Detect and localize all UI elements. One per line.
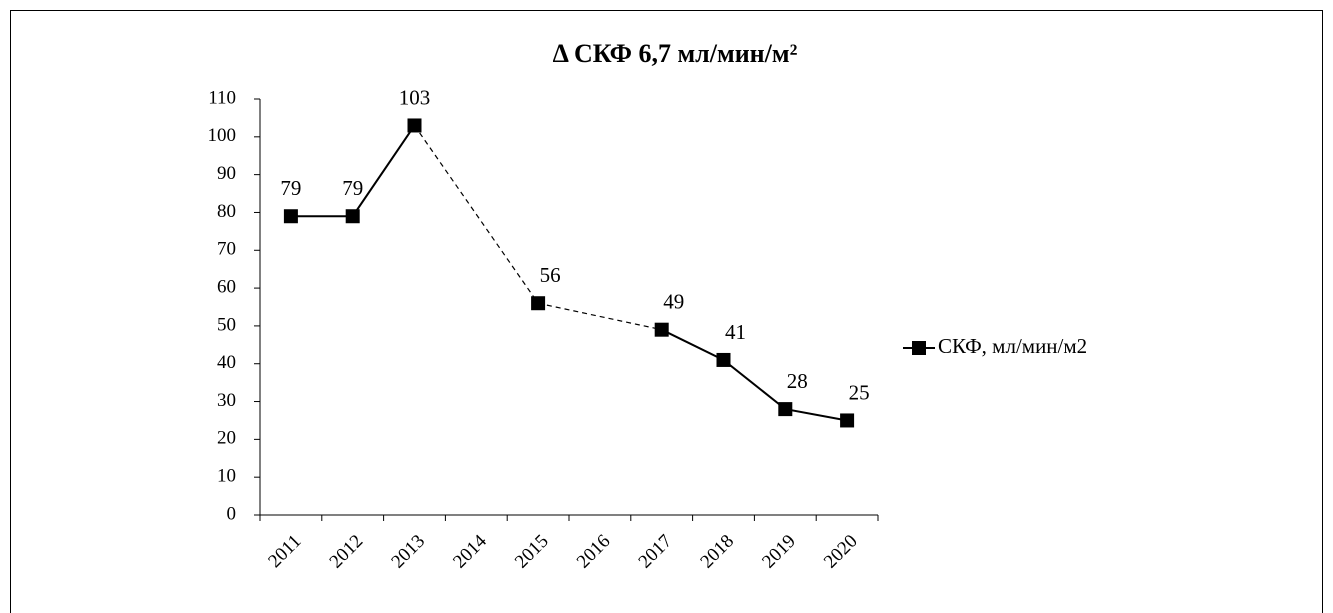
x-tick-label: 2011 — [264, 531, 305, 572]
marker — [283, 209, 298, 224]
gap-connector — [537, 302, 662, 331]
x-tick-label: 2018 — [696, 531, 738, 573]
line — [290, 124, 416, 218]
x-tick-label: 2017 — [635, 531, 677, 573]
data-label: 49 — [663, 290, 684, 314]
marker — [654, 322, 669, 337]
line — [661, 328, 848, 422]
y-tick-label: 20 — [217, 428, 236, 449]
x-tick-label: 2015 — [511, 531, 553, 573]
gap-connector — [414, 125, 539, 304]
y-tick-label: 10 — [217, 466, 236, 487]
marker — [778, 402, 793, 417]
x-tick-label: 2016 — [573, 531, 615, 573]
y-tick-label: 90 — [217, 163, 236, 184]
data-label: 25 — [849, 380, 870, 404]
y-tick-label: 110 — [208, 87, 236, 108]
data-label: 41 — [725, 320, 746, 344]
marker — [840, 413, 855, 428]
y-tick-label: 50 — [217, 314, 236, 335]
y-tick-label: 40 — [217, 352, 236, 373]
x-tick-label: 2013 — [387, 531, 429, 573]
data-label: 28 — [787, 369, 808, 393]
y-tick-label: 100 — [208, 125, 237, 146]
frame — [10, 10, 1323, 613]
x-tick-label: 2014 — [449, 530, 491, 572]
data-label: 103 — [399, 85, 431, 109]
marker — [345, 209, 360, 224]
x-tick-label: 2019 — [758, 531, 800, 573]
x-tick-label: 2020 — [820, 531, 862, 573]
y-tick-label: 70 — [217, 239, 236, 260]
marker — [531, 296, 546, 311]
y-tick-label: 80 — [217, 201, 236, 222]
legend-marker — [912, 341, 926, 355]
data-label: 79 — [342, 176, 363, 200]
data-label: 56 — [540, 263, 561, 287]
data-label: 79 — [280, 176, 301, 200]
marker — [407, 118, 422, 133]
x-tick-label: 2012 — [326, 531, 368, 573]
marker — [716, 352, 731, 367]
y-tick-label: 60 — [217, 276, 236, 297]
legend-label: СКФ, мл/мин/м2 — [938, 334, 1087, 358]
chart-title: Δ СКФ 6,7 мл/мин/м² — [553, 39, 798, 68]
y-tick-label: 0 — [227, 503, 237, 524]
y-tick-label: 30 — [217, 390, 236, 411]
